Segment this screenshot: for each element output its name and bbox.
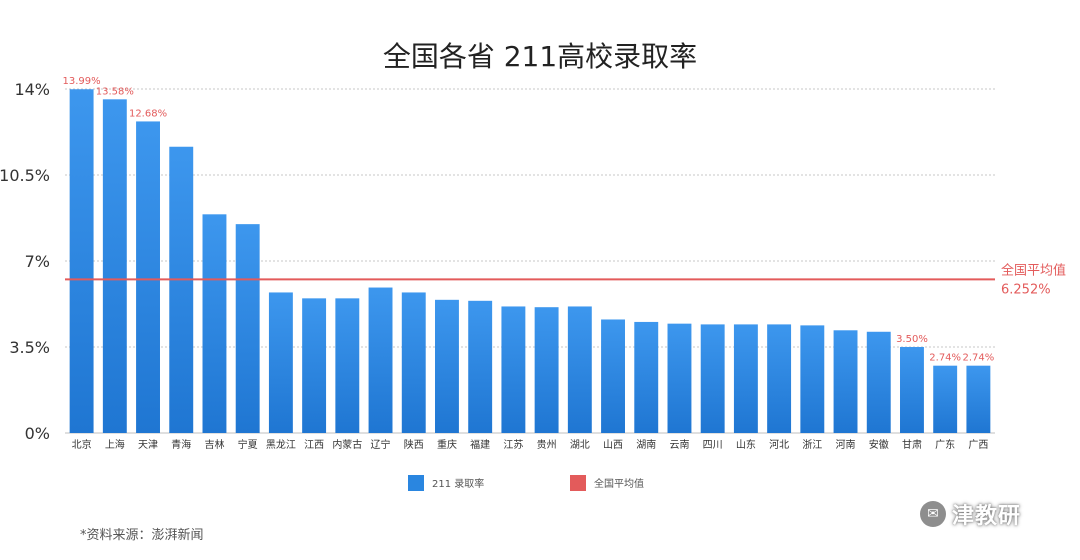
y-tick-label: 7%	[25, 252, 50, 271]
x-tick-label: 陕西	[404, 438, 424, 451]
x-tick-label: 青海	[171, 438, 191, 451]
x-tick-label: 河北	[769, 439, 789, 451]
x-tick-label: 宁夏	[238, 438, 258, 451]
y-tick-label: 14%	[14, 80, 50, 99]
bar	[667, 323, 692, 433]
x-tick-label: 甘肃	[902, 438, 922, 451]
bar	[534, 307, 559, 433]
bar	[800, 325, 825, 433]
bar	[468, 300, 493, 433]
data-label: 2.74%	[929, 353, 961, 364]
x-tick-label: 湖南	[636, 438, 656, 451]
x-tick-label: 黑龙江	[266, 438, 296, 451]
bar	[567, 306, 592, 433]
bar	[634, 321, 659, 433]
bar	[501, 306, 526, 433]
x-tick-label: 湖北	[570, 439, 590, 451]
average-line-label: 全国平均值	[1001, 262, 1066, 278]
bar	[368, 287, 393, 433]
legend-swatch	[570, 475, 586, 491]
x-tick-label: 山西	[603, 439, 623, 451]
watermark: ✉ 津教研	[920, 498, 1021, 530]
x-tick-label: 安徽	[869, 438, 889, 451]
data-label: 13.99%	[63, 76, 101, 87]
bar	[933, 365, 958, 433]
bar	[767, 324, 792, 433]
bar	[833, 330, 858, 433]
source-note: *资料来源：澎湃新闻	[80, 528, 204, 543]
data-label: 12.68%	[129, 108, 167, 119]
y-tick-label: 10.5%	[0, 166, 50, 185]
x-tick-label: 吉林	[204, 438, 224, 451]
chart-title: 全国各省 211高校录取率	[383, 40, 697, 73]
x-tick-label: 辽宁	[371, 438, 391, 451]
x-tick-label: 内蒙古	[332, 438, 362, 451]
data-label: 13.58%	[96, 86, 134, 97]
bar	[335, 298, 360, 433]
bar	[866, 331, 891, 433]
x-tick-label: 广东	[935, 438, 955, 451]
average-line-value: 6.252%	[1001, 282, 1051, 297]
x-tick-label: 四川	[703, 440, 723, 451]
bar	[733, 324, 758, 433]
bar	[302, 298, 327, 433]
data-label: 3.50%	[896, 334, 928, 345]
wechat-icon: ✉	[920, 501, 946, 527]
bar	[966, 365, 991, 433]
y-tick-label: 0%	[25, 424, 50, 443]
legend-swatch	[408, 475, 424, 491]
x-tick-label: 云南	[669, 438, 689, 451]
x-tick-label: 福建	[470, 438, 490, 451]
x-tick-label: 广西	[968, 439, 988, 451]
legend-label: 全国平均值	[594, 477, 644, 490]
x-tick-label: 浙江	[802, 439, 822, 451]
bar	[601, 319, 625, 433]
x-tick-label: 江苏	[503, 438, 523, 451]
bar	[435, 299, 459, 433]
watermark-text: 津教研	[952, 504, 1022, 529]
x-tick-label: 北京	[72, 438, 92, 451]
bar	[268, 292, 293, 433]
x-tick-label: 天津	[138, 439, 158, 451]
bar	[900, 347, 924, 433]
bar	[69, 89, 94, 433]
x-tick-label: 重庆	[437, 438, 457, 451]
data-label: 2.74%	[963, 353, 995, 364]
x-tick-label: 上海	[105, 438, 125, 451]
bar	[700, 324, 725, 433]
bar	[102, 99, 127, 433]
x-tick-label: 贵州	[537, 438, 557, 451]
bar	[235, 224, 260, 433]
legend-label: 211 录取率	[432, 477, 484, 490]
x-tick-label: 河南	[836, 438, 856, 451]
bar	[202, 214, 227, 433]
bar	[401, 292, 426, 433]
bar	[169, 146, 194, 433]
y-tick-label: 3.5%	[9, 338, 50, 357]
x-tick-label: 江西	[304, 439, 324, 451]
x-tick-label: 山东	[736, 438, 756, 451]
bar	[136, 121, 160, 433]
